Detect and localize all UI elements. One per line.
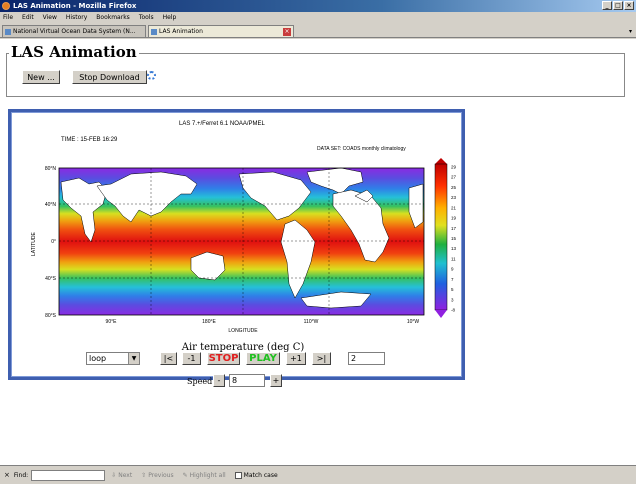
arrow-down-icon: ⇩ — [111, 471, 117, 479]
lat-tick: 80°S — [45, 313, 57, 319]
speed-label: Speed — [187, 377, 213, 386]
loop-mode-select[interactable]: loop ▼ — [86, 352, 140, 365]
find-bar: × Find: ⇩ Next ⇧ Previous ✎ Highlight all M… — [0, 465, 636, 484]
colorbar-label: 21 — [451, 205, 457, 210]
window-titlebar: LAS Animation - Mozilla Firefox _ □ × — [0, 0, 636, 12]
new-button[interactable]: New ... — [22, 70, 60, 84]
find-previous-button[interactable]: ⇧ Previous — [141, 472, 173, 479]
page-title: LAS Animation — [9, 43, 139, 61]
firefox-icon — [2, 2, 10, 10]
map-gridlines — [59, 168, 424, 315]
lon-tick: 110°W — [304, 319, 319, 325]
colorbar-label: 11 — [451, 256, 456, 261]
find-next-label: Next — [118, 471, 133, 479]
menu-file[interactable]: File — [3, 14, 14, 21]
menu-view[interactable]: View — [42, 14, 57, 21]
highlight-all-label: Highlight all — [189, 471, 226, 479]
loop-mode-value: loop — [89, 354, 107, 363]
plot-xlabel: LONGITUDE — [228, 328, 258, 334]
lat-tick: 0° — [51, 239, 56, 245]
page-content: LAS Animation New ... Stop Download — [0, 39, 636, 465]
plot-caption: Air temperature (deg C) — [181, 342, 305, 353]
next-frame-button[interactable]: +1 — [286, 352, 306, 365]
plot-image: LAS 7.+/Ferret 6.1 NOAA/PMEL TIME : 15-F… — [31, 121, 457, 353]
lat-tick: 80°N — [45, 166, 57, 172]
lon-tick: 90°E — [106, 319, 118, 325]
speed-input[interactable]: 8 — [229, 374, 265, 387]
tab-label: National Virtual Ocean Data System (N... — [13, 28, 136, 35]
stop-download-button[interactable]: Stop Download — [72, 70, 147, 84]
previous-frame-button[interactable]: -1 — [182, 352, 201, 365]
match-case-checkbox[interactable]: Match case — [234, 471, 278, 479]
tab-las-animation[interactable]: LAS Animation × — [148, 25, 294, 37]
last-frame-button[interactable]: >| — [312, 352, 331, 365]
colorbar-label: 17 — [451, 226, 457, 231]
colorbar-label: 13 — [451, 246, 457, 251]
tab-bar: National Virtual Ocean Data System (N...… — [0, 23, 636, 38]
close-findbar-icon[interactable]: × — [4, 471, 10, 479]
plot-header: LAS 7.+/Ferret 6.1 NOAA/PMEL — [179, 121, 266, 127]
colorbar — [434, 163, 448, 311]
continents — [60, 167, 424, 309]
highlight-all-button[interactable]: ✎ Highlight all — [183, 472, 226, 479]
tab-nvods[interactable]: National Virtual Ocean Data System (N... — [2, 25, 146, 37]
menu-tools[interactable]: Tools — [138, 14, 154, 21]
page-icon — [151, 28, 157, 35]
highlight-icon: ✎ — [182, 471, 188, 479]
find-previous-label: Previous — [148, 471, 174, 479]
colorbar-label: 23 — [451, 195, 457, 200]
colorbar-label: 15 — [451, 236, 457, 241]
colorbar-bottom-arrow — [435, 310, 447, 318]
colorbar-label: 19 — [451, 216, 457, 221]
colorbar-label: -8 — [451, 308, 455, 313]
window-title: LAS Animation - Mozilla Firefox — [13, 2, 137, 10]
colorbar-top-arrow — [435, 158, 447, 164]
menu-bookmarks[interactable]: Bookmarks — [96, 14, 130, 21]
colorbar-label: 3 — [451, 297, 454, 302]
chevron-down-icon: ▼ — [128, 353, 139, 364]
plot-dataset: DATA SET: COADS monthly climatology — [317, 146, 406, 152]
lon-tick: 10°W — [407, 319, 420, 325]
menu-bar: File Edit View History Bookmarks Tools H… — [0, 12, 636, 23]
find-label: Find: — [13, 471, 29, 479]
tab-list-dropdown-icon[interactable]: ▾ — [628, 28, 632, 35]
tab-close-icon[interactable]: × — [283, 28, 291, 36]
menu-edit[interactable]: Edit — [22, 14, 34, 21]
plot-time: TIME : 15-FEB 16:29 — [61, 137, 118, 143]
play-button[interactable]: PLAY — [246, 352, 280, 365]
lat-tick: 40°S — [45, 276, 57, 282]
close-window-button[interactable]: × — [624, 1, 634, 10]
find-input[interactable] — [31, 469, 106, 481]
animation-fieldset — [6, 53, 625, 97]
minimize-button[interactable]: _ — [602, 1, 612, 10]
colorbar-label: 25 — [451, 185, 457, 190]
tab-label: LAS Animation — [159, 28, 203, 35]
colorbar-label: 29 — [451, 165, 457, 170]
colorbar-label: 7 — [451, 277, 454, 282]
speed-increase-button[interactable]: + — [270, 374, 282, 387]
stop-button[interactable]: STOP — [207, 352, 240, 365]
menu-history[interactable]: History — [65, 14, 88, 21]
page-icon — [5, 28, 11, 35]
first-frame-button[interactable]: |< — [160, 352, 177, 365]
arrow-up-icon: ⇧ — [141, 471, 147, 479]
colorbar-label: 5 — [451, 287, 454, 292]
maximize-button[interactable]: □ — [613, 1, 623, 10]
match-case-label: Match case — [243, 471, 278, 479]
colorbar-label: 9 — [451, 267, 454, 272]
find-next-button[interactable]: ⇩ Next — [111, 472, 132, 479]
checkbox-box — [234, 471, 242, 479]
plot-ylabel: LATITUDE — [31, 232, 37, 256]
animation-frame: LAS 7.+/Ferret 6.1 NOAA/PMEL TIME : 15-F… — [8, 109, 465, 380]
colorbar-label: 27 — [451, 175, 457, 180]
frame-number-input[interactable]: 2 — [348, 352, 385, 365]
lat-tick: 40°N — [45, 202, 57, 208]
map-border — [58, 167, 425, 316]
lon-tick: 180°E — [202, 319, 216, 325]
loading-spinner-icon — [147, 71, 156, 80]
menu-help[interactable]: Help — [162, 14, 177, 21]
speed-decrease-button[interactable]: - — [213, 374, 225, 387]
